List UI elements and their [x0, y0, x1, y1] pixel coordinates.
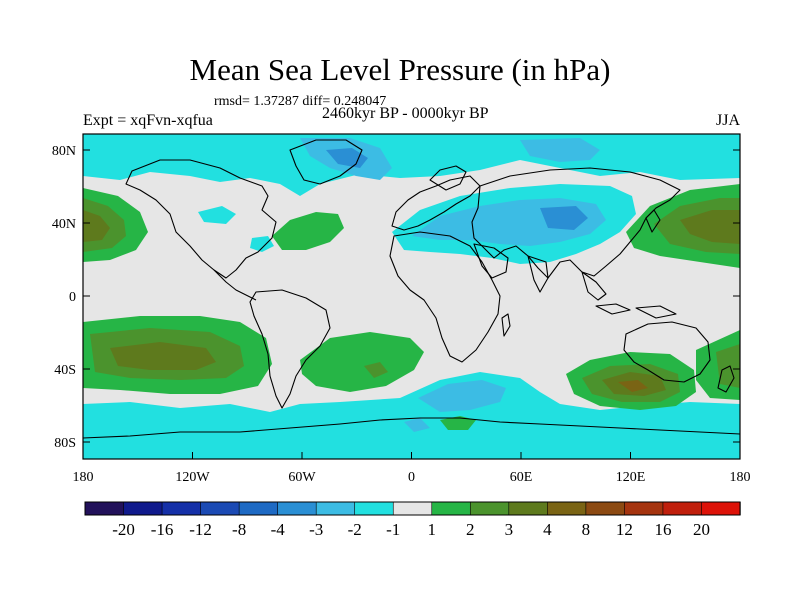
lon-label-120w: 120W — [175, 470, 210, 485]
experiment-label: Expt = xqFvn-xqfua — [83, 112, 213, 129]
colorbar-swatch — [662, 501, 703, 516]
colorbar-swatch — [84, 501, 125, 516]
colorbar-swatch — [392, 501, 433, 516]
coast-arabia — [473, 243, 509, 279]
natlantic-green-high — [272, 212, 344, 250]
satlantic-olive-core — [364, 362, 388, 378]
satlantic-green-high — [300, 332, 424, 392]
coast-central-america — [213, 269, 257, 301]
coast-madagascar — [501, 313, 511, 337]
coast-india — [527, 255, 549, 293]
indian-brown-core — [618, 380, 648, 392]
colorbar-swatch — [238, 501, 279, 516]
coast-south-america — [249, 289, 331, 409]
colorbar-swatch — [277, 501, 317, 516]
season-label: JJA — [716, 112, 741, 129]
rmsd-diff-stats: rmsd= 1.37287 diff= 0.248047 — [214, 94, 387, 109]
colorbar-label: -8 — [232, 520, 246, 539]
coast-africa — [389, 231, 501, 363]
lon-label-0: 0 — [408, 470, 415, 485]
coast-north-america — [125, 159, 277, 279]
coast-australia — [623, 321, 711, 383]
colorbar-label: 1 — [428, 520, 437, 539]
lon-label-180e: 180 — [730, 470, 751, 485]
gulf-cyan-blob — [250, 236, 274, 252]
southern-cyan-band — [83, 372, 740, 459]
period-label: 2460kyr BP - 0000kyr BP — [322, 105, 489, 122]
lat-label-80n: 80N — [52, 144, 76, 159]
lat-label-40n: 40N — [52, 217, 76, 232]
colorbar-label: 3 — [505, 520, 514, 539]
coast-new-zealand — [717, 365, 735, 393]
colorbar-label: -1 — [386, 520, 400, 539]
lon-label-180w: 180 — [73, 470, 94, 485]
npacific-east-dark — [680, 210, 740, 244]
coast-greenland — [289, 139, 363, 185]
colorbar-swatch — [547, 501, 587, 516]
lat-label-80s: 80S — [54, 436, 76, 451]
colorbar-swatch — [585, 501, 626, 516]
colorbar-swatch — [701, 501, 741, 516]
longitude-axis: 180 120W 60W 0 60E 120E 180 — [73, 452, 751, 485]
lat-label-40s: 40S — [54, 363, 76, 378]
colorbar-swatch — [161, 501, 202, 516]
colorbar-frame — [84, 501, 741, 516]
colorbar-label: 12 — [616, 520, 633, 539]
colorbar-swatch — [200, 501, 240, 516]
colorbar-swatch — [315, 501, 356, 516]
colorbar-label: 4 — [543, 520, 552, 539]
coast-southeast-asia — [581, 271, 607, 301]
antarctic-sky-patch — [404, 418, 430, 432]
lon-label-120e: 120E — [616, 470, 646, 485]
latitude-axis: 80N 40N 0 40S 80S — [52, 144, 740, 451]
lon-label-60e: 60E — [510, 470, 533, 485]
colorbar-label: 20 — [693, 520, 710, 539]
coast-indonesia — [595, 303, 677, 319]
coastlines — [83, 139, 740, 439]
arctic-east-blue — [520, 138, 600, 162]
colorbar-swatch — [508, 501, 549, 516]
coast-scandinavia — [429, 165, 467, 191]
colorbar-swatch — [431, 501, 471, 516]
lat-label-0: 0 — [69, 290, 76, 305]
colorbar: -20 -16 -12 -8 -4 -3 -2 -1 1 2 3 4 8 12 16 20 — [84, 501, 741, 539]
lon-label-60w: 60W — [288, 470, 316, 485]
colorbar-swatch — [624, 501, 664, 516]
colorbar-swatch — [354, 501, 394, 516]
pressure-anomaly-field — [83, 134, 740, 459]
colorbar-swatch — [123, 501, 163, 516]
colorbar-label: -12 — [189, 520, 212, 539]
eurasia-core-low — [540, 206, 588, 230]
colorbar-swatch — [469, 501, 510, 516]
colorbar-label: 2 — [466, 520, 475, 539]
coast-antarctica — [83, 417, 740, 439]
coast-asia — [471, 167, 681, 279]
atlantic-cyan-blob — [198, 206, 236, 224]
colorbar-label: -16 — [151, 520, 174, 539]
spacific-dark-high — [110, 342, 216, 370]
colorbar-label: -2 — [348, 520, 362, 539]
colorbar-label: 8 — [582, 520, 591, 539]
map-title: Mean Sea Level Pressure (in hPa) — [189, 52, 611, 87]
colorbar-label: 16 — [654, 520, 671, 539]
npacific-west-dark — [83, 210, 110, 242]
colorbar-label: -4 — [271, 520, 286, 539]
colorbar-label: -20 — [112, 520, 135, 539]
south-atlantic-sky-low — [418, 380, 506, 412]
coast-japan — [645, 209, 661, 233]
colorbar-label: -3 — [309, 520, 323, 539]
greenland-core-low — [326, 148, 368, 168]
antarctic-green-patch — [440, 416, 476, 430]
